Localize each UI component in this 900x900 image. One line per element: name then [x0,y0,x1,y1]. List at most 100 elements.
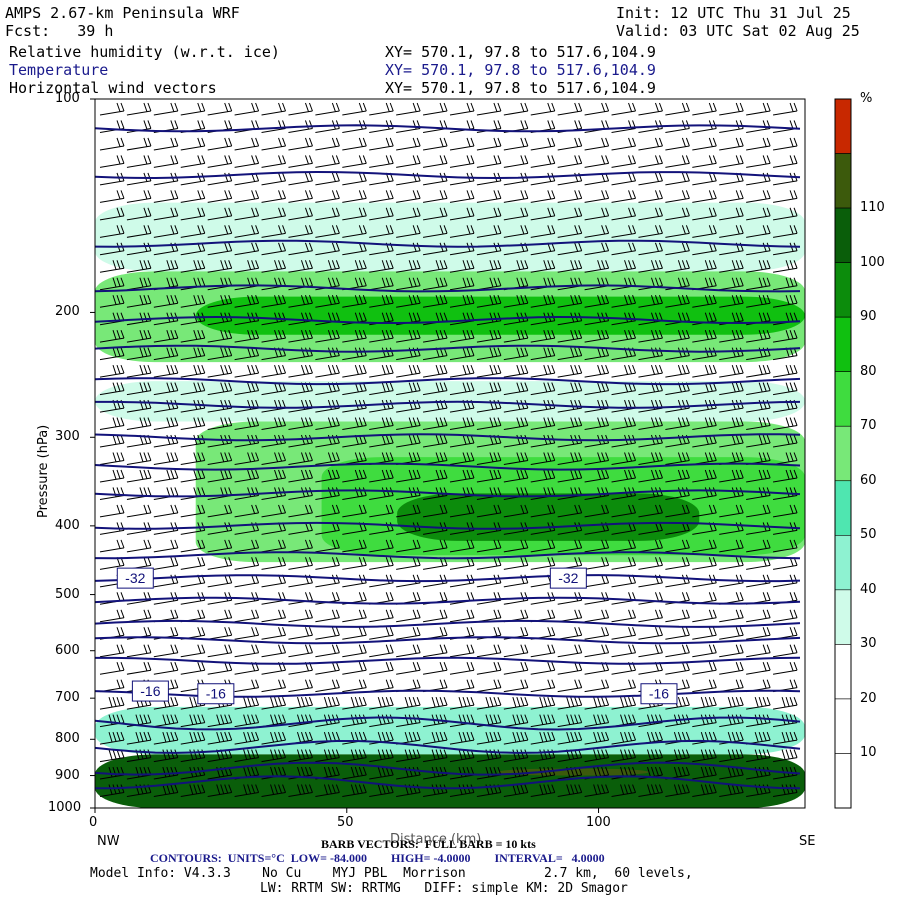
wind-barb [557,242,583,256]
wind-barb [746,696,771,710]
wind-barb [396,137,421,151]
wind-barb [288,242,313,256]
wind-barb [153,487,179,500]
wind-barb [530,347,556,361]
wind-barb [449,539,475,553]
wind-barb [611,155,637,168]
colorbar-bin [834,98,852,154]
wind-barb [153,225,179,238]
wind-barb [288,155,313,168]
wind-barb [234,329,260,343]
wind-barb [449,329,475,343]
wind-barb [342,469,367,483]
wind-barb [611,364,637,378]
wind-barb [126,452,152,465]
wind-barb [126,347,152,361]
wind-barb [99,102,125,116]
wind-barb [449,452,475,465]
wind-barb [342,137,367,151]
wind-barb [584,434,610,448]
wind-barb [476,277,502,291]
wind-barb [611,609,637,623]
wind-barb [665,469,690,483]
wind-barb [557,399,583,413]
wind-barb [476,487,502,500]
wind-barb [99,364,125,378]
wind-barb [530,155,556,168]
wind-barb [342,102,367,116]
wind-barb [449,225,475,238]
wind-barb [557,329,583,343]
wind-barb [180,557,206,570]
wind-barb [476,312,502,326]
wind-barb [665,312,690,326]
wind-barb [476,452,502,465]
wind-barb [772,714,798,728]
wind-barb [449,207,475,221]
wind-barb [422,137,448,151]
wind-barb [315,662,340,675]
wind-barb [665,539,690,553]
wind-barb [396,434,421,448]
wind-barb [665,207,690,221]
wind-barb [153,417,179,431]
x-tick-50: 50 [337,815,354,830]
wind-barb [692,504,717,518]
wind-barb [396,102,421,116]
wind-barb [288,417,313,431]
wind-barb [288,382,313,396]
wind-barb [530,662,556,675]
wind-barb [315,207,340,221]
wind-barb [261,539,287,553]
wind-barb [530,679,556,693]
wind-barb [234,155,260,168]
wind-barb [180,644,206,658]
wind-barb [126,190,152,203]
wind-barb [153,504,179,518]
wind-barb [476,399,502,413]
wind-barb [746,137,771,151]
wind-barb [288,749,313,763]
wind-barb [234,417,260,431]
wind-barb [126,766,152,780]
wind-barb [126,277,152,291]
y-tick-label: 400 [55,517,80,533]
wind-barb [772,522,798,535]
wind-barb [476,347,502,361]
wind-barb [557,277,583,291]
temperature-contour [95,344,801,353]
wind-barb [557,714,583,728]
wind-barb [772,102,798,116]
wind-barb [422,190,448,203]
wind-barb [530,592,556,605]
wind-barb [772,364,798,378]
wind-barb [530,260,556,273]
temperature-contours [95,124,801,790]
wind-barb [207,399,233,413]
wind-barb [692,644,717,658]
wind-barb [153,574,179,588]
wind-barb [422,609,448,623]
wind-barb [692,382,717,396]
wind-barb [234,557,260,570]
wind-barb [772,155,798,168]
wind-barb [503,784,529,798]
wind-barb [396,784,421,798]
wind-barb [449,295,475,308]
wind-barb [665,155,690,168]
temperature-contour [95,636,801,645]
wind-barb [207,347,233,361]
wind-barb [584,329,610,343]
wind-barb [288,504,313,518]
temperature-contour [95,716,801,731]
wind-barb [207,417,233,431]
wind-barb [503,662,529,675]
wind-barb [180,784,206,798]
wind-barb [261,225,287,238]
wind-barb [396,417,421,431]
wind-barb [665,190,690,203]
wind-barb [288,137,313,151]
plot-frame [94,98,806,809]
wind-barb [126,364,152,378]
